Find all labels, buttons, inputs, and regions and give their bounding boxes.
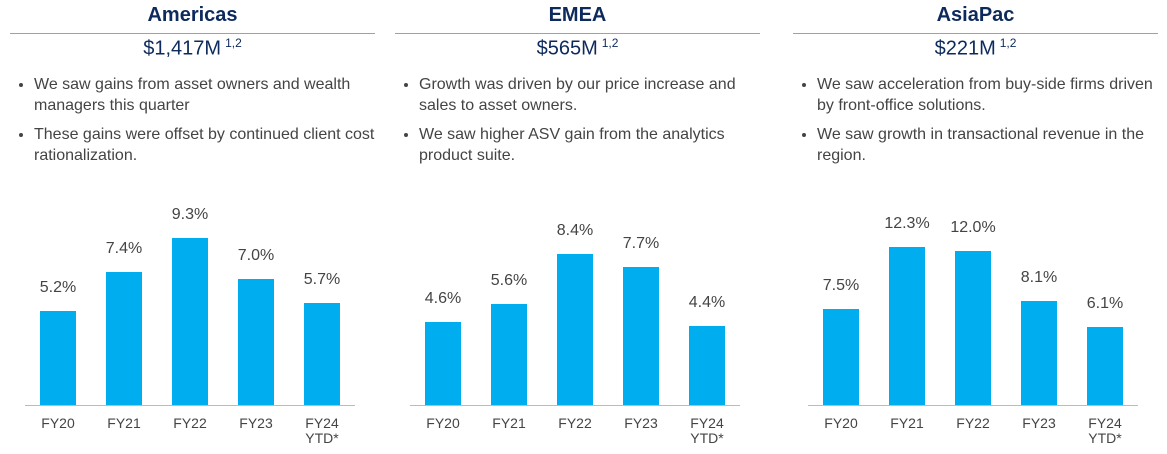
bar xyxy=(1087,326,1123,405)
divider xyxy=(10,33,375,34)
value-label: 9.3% xyxy=(171,205,209,223)
value-label: 4.6% xyxy=(424,290,462,308)
value-label: 8.4% xyxy=(556,221,594,239)
bar xyxy=(238,279,274,405)
divider xyxy=(395,33,760,34)
x-tick-label: FY21 xyxy=(492,415,526,431)
x-tick-label: FY24 YTD* xyxy=(305,415,339,446)
amount: $1,417M xyxy=(143,37,222,60)
value-label: 7.5% xyxy=(822,276,860,294)
x-tick-label: FY23 xyxy=(624,415,658,431)
bar xyxy=(823,308,859,405)
amount: $221M xyxy=(934,37,996,60)
bar xyxy=(304,302,340,405)
value-label: 7.4% xyxy=(105,239,143,257)
panel-title: AsiaPac xyxy=(936,4,1015,26)
panel-amount: $1,417M 1,2 xyxy=(10,36,375,61)
bar xyxy=(623,266,659,405)
panel-title: EMEA xyxy=(548,4,607,26)
x-tick-label: FY24 YTD* xyxy=(690,415,724,446)
bar xyxy=(106,271,142,405)
x-tick-label: FY23 xyxy=(239,415,273,431)
baseline xyxy=(25,405,355,406)
bar xyxy=(557,253,593,405)
x-tick-label: FY22 xyxy=(956,415,990,431)
x-tick-label: FY21 xyxy=(107,415,141,431)
bar xyxy=(172,237,208,405)
baseline xyxy=(808,405,1138,406)
bar xyxy=(689,325,725,405)
footnote-ref: 1,2 xyxy=(225,36,242,50)
x-tick-label: FY20 xyxy=(426,415,460,431)
panel-amount: $221M 1,2 xyxy=(793,36,1158,61)
x-tick-label: FY20 xyxy=(824,415,858,431)
bullet: We saw growth in transactional revenue i… xyxy=(817,124,1167,166)
value-label: 5.7% xyxy=(303,270,341,288)
bar xyxy=(889,247,925,405)
bullet-list: We saw acceleration from buy-side firms … xyxy=(797,74,1167,174)
value-label: 5.6% xyxy=(490,272,528,290)
value-label: 8.1% xyxy=(1020,269,1058,287)
bullet-list: We saw gains from asset owners and wealt… xyxy=(14,74,384,174)
value-label: 7.7% xyxy=(622,234,660,252)
baseline xyxy=(410,405,740,406)
divider xyxy=(793,33,1158,34)
footnote-ref: 1,2 xyxy=(999,36,1017,50)
panel-amount: $565M 1,2 xyxy=(395,36,760,61)
bullet: These gains were offset by continued cli… xyxy=(34,124,384,166)
value-label: 12.0% xyxy=(950,219,996,237)
value-label: 4.4% xyxy=(688,293,726,311)
panel-title: Americas xyxy=(147,4,238,26)
x-tick-label: FY22 xyxy=(558,415,592,431)
bar xyxy=(491,304,527,405)
bullet: Growth was driven by our price increase … xyxy=(419,74,769,116)
bullet-list: Growth was driven by our price increase … xyxy=(399,74,769,174)
bullet: We saw acceleration from buy-side firms … xyxy=(817,74,1167,116)
value-label: 7.0% xyxy=(237,247,275,265)
value-label: 5.2% xyxy=(39,279,77,297)
x-tick-label: FY22 xyxy=(173,415,207,431)
bullet: We saw gains from asset owners and wealt… xyxy=(34,74,384,116)
x-tick-label: FY21 xyxy=(890,415,924,431)
footnote-ref: 1,2 xyxy=(601,36,619,50)
bar xyxy=(40,311,76,405)
x-tick-label: FY24 YTD* xyxy=(1088,415,1122,446)
bar xyxy=(425,322,461,405)
x-tick-label: FY23 xyxy=(1022,415,1056,431)
bullet: We saw higher ASV gain from the analytic… xyxy=(419,124,769,166)
bar xyxy=(1021,301,1057,405)
value-label: 6.1% xyxy=(1086,294,1124,312)
bar xyxy=(955,251,991,405)
amount: $565M xyxy=(536,37,598,60)
value-label: 12.3% xyxy=(884,215,930,233)
x-tick-label: FY20 xyxy=(41,415,75,431)
